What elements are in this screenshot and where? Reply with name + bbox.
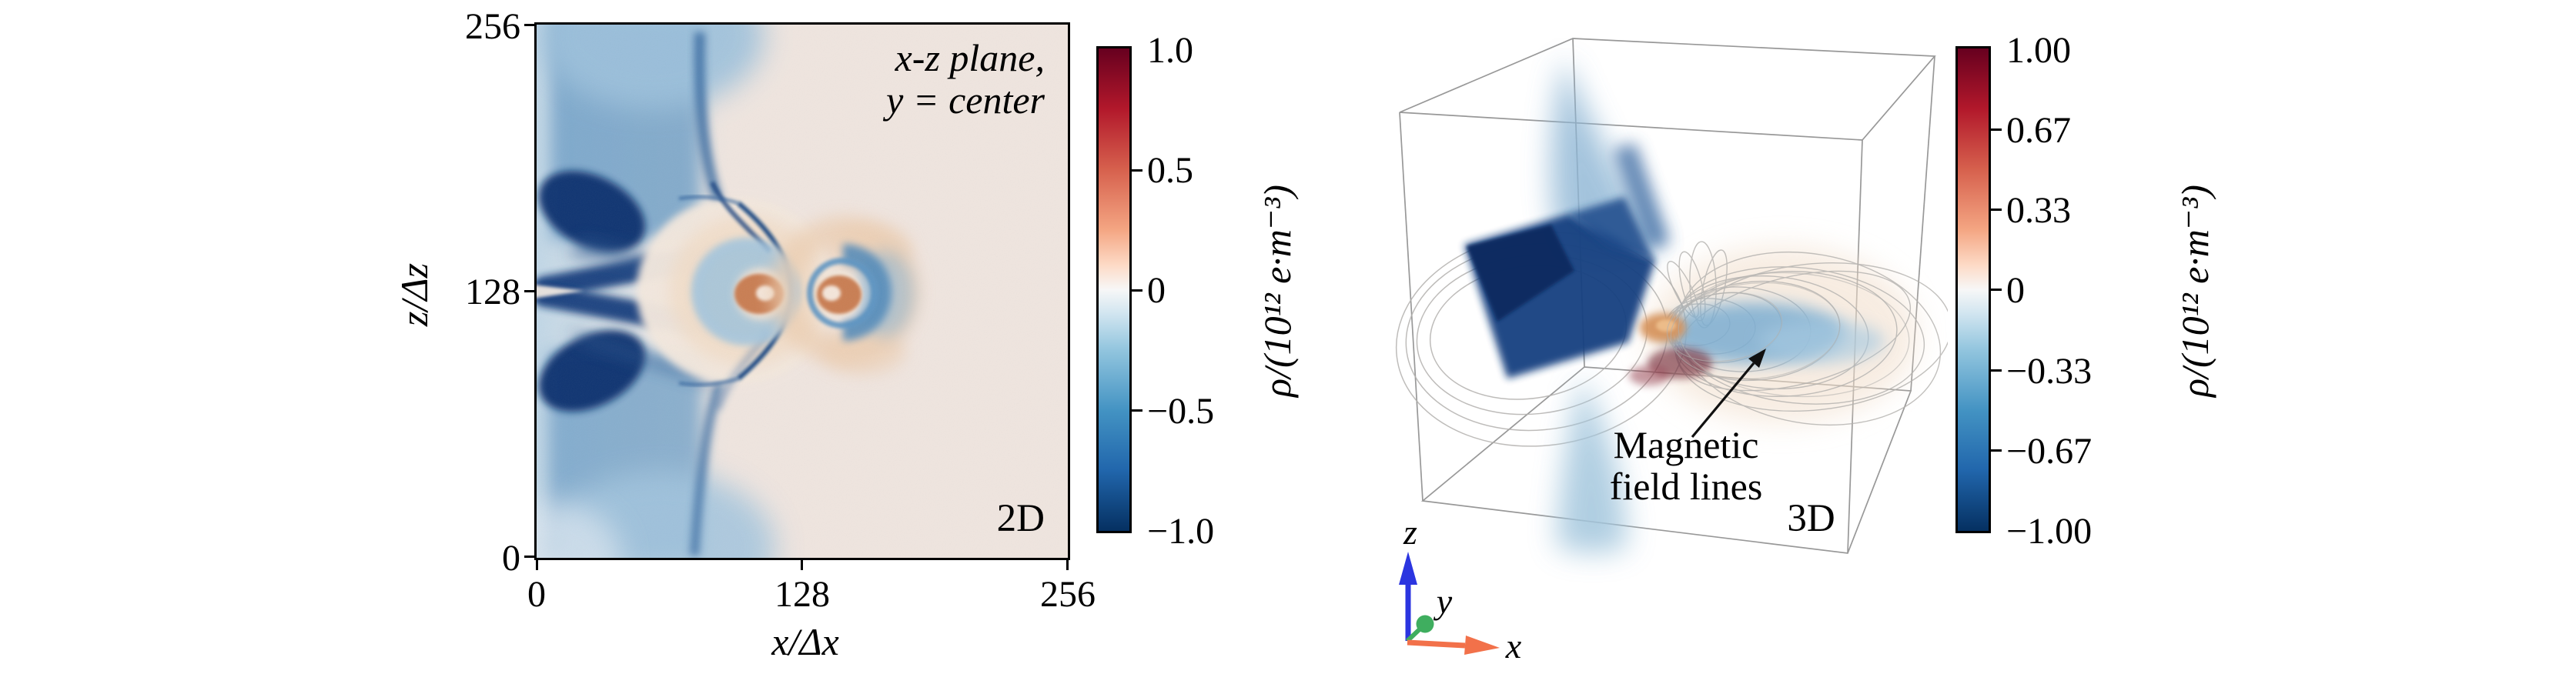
colorbar-2d-label-4: −0.5: [1147, 391, 1215, 432]
colorbar-2d-gradient: [1099, 48, 1129, 531]
colorbar-2d-label-2: 0.5: [1147, 150, 1193, 191]
magnetic-annotation-line1: Magnetic: [1613, 423, 1759, 466]
x-tick-label-0: 0: [527, 574, 546, 615]
panel-3d-corner-label: 3D: [1787, 497, 1835, 540]
colorbar-3d-label-1: 1.00: [2006, 30, 2071, 71]
plane-annotation-line1: x-z plane,: [895, 36, 1045, 79]
x-tick-128: [801, 560, 803, 570]
field-lines-foreground: [1666, 272, 1910, 398]
colorbar-3d-axis-label: ρ/(10¹² e·m⁻³): [2173, 185, 2216, 397]
colorbar-2d-label-5: −1.0: [1147, 511, 1215, 552]
y-tick-label-256: 256: [465, 6, 520, 47]
panel-2d-corner-label: 2D: [996, 497, 1045, 540]
colorbar-2d-axis-label: ρ/(10¹² e·m⁻³): [1256, 185, 1299, 397]
colorbar-3d-label-2: 0.67: [2006, 110, 2071, 151]
plane-annotation-line2: y = center: [886, 78, 1045, 122]
magnetic-annotation: Magnetic field lines: [1571, 424, 1802, 507]
colorbar-3d-tick-067: [1991, 128, 2002, 131]
y-tick-128: [524, 290, 534, 292]
colorbar-2d-tick-m05: [1132, 409, 1142, 412]
heatmap-2d-image: [537, 25, 1068, 558]
x-tick-256: [1066, 560, 1069, 570]
colorbar-2d-label-3: 0: [1147, 270, 1166, 311]
colorbar-3d-gradient: [1958, 48, 1989, 531]
colorbar-2d-label-1: 1.0: [1147, 30, 1193, 71]
heatmap-2d-plot: [534, 22, 1070, 560]
x-tick-0: [536, 560, 538, 570]
colorbar-3d-tick-m033: [1991, 369, 2002, 372]
y-tick-0: [524, 556, 534, 558]
axis-triad: [1399, 552, 1500, 655]
plane-annotation: x-z plane, y = center: [721, 37, 1045, 122]
volume-3d-image: [1395, 38, 1948, 655]
magnetic-annotation-line2: field lines: [1609, 465, 1763, 508]
z-axis-arrow: [1399, 552, 1417, 641]
triad-y-label: y: [1436, 582, 1453, 621]
colorbar-3d-tick-m067: [1991, 449, 2002, 452]
colorbar-3d-tick-0: [1991, 289, 2002, 291]
x-tick-label-256: 256: [1040, 574, 1096, 615]
y-tick-label-128: 128: [465, 272, 520, 312]
y-axis-label: z/Δz: [393, 262, 436, 327]
colorbar-3d: [1955, 46, 1991, 533]
colorbar-3d-tick-033: [1991, 209, 2002, 211]
triad-z-label: z: [1403, 512, 1417, 552]
colorbar-2d: [1096, 46, 1132, 533]
x-tick-label-128: 128: [774, 574, 830, 615]
negative-density-cloud: [1464, 58, 1885, 553]
colorbar-3d-label-3: 0.33: [2006, 190, 2071, 231]
triad-x-label: x: [1505, 626, 1522, 666]
annotation-arrow: [1691, 349, 1766, 439]
colorbar-3d-label-7: −1.00: [2006, 511, 2093, 552]
colorbar-2d-tick-0: [1132, 289, 1142, 292]
y-tick-256: [524, 24, 534, 26]
colorbar-2d-tick-05: [1132, 169, 1142, 172]
colorbar-3d-label-6: −0.67: [2006, 431, 2093, 472]
colorbar-3d-label-4: 0: [2006, 270, 2025, 311]
colorbar-3d-label-5: −0.33: [2006, 351, 2093, 392]
y-tick-label-0: 0: [502, 538, 520, 579]
x-axis-arrow: [1407, 636, 1500, 655]
x-axis-label: x/Δx: [771, 620, 839, 663]
y-axis-arrow: [1405, 615, 1434, 643]
